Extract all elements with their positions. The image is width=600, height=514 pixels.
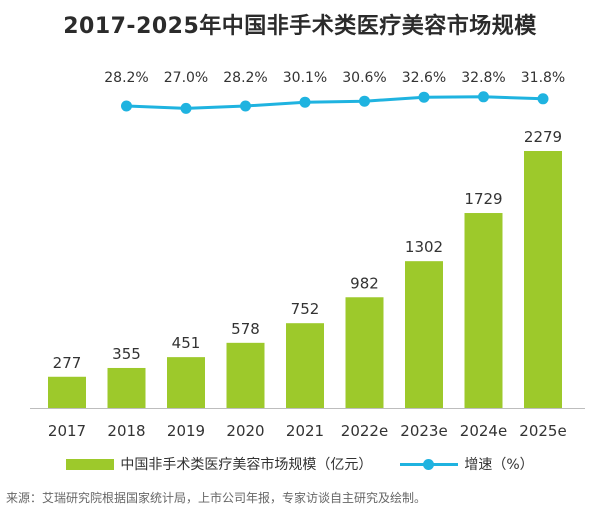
growth-value-label-2018: 28.2% bbox=[104, 70, 148, 86]
source-note: 来源：艾瑞研究院根据国家统计局，上市公司年报，专家访谈自主研究及绘制。 bbox=[6, 491, 427, 505]
x-tick-label-2025e: 2025e bbox=[519, 422, 566, 440]
legend-label-bar: 中国非手术类医疗美容市场规模（亿元） bbox=[120, 457, 373, 473]
bar-value-label-2020: 578 bbox=[231, 320, 260, 338]
x-tick-label-2019: 2019 bbox=[167, 422, 205, 440]
bar-2018 bbox=[107, 367, 146, 408]
bar-value-label-2025e: 2279 bbox=[524, 128, 562, 146]
x-tick-label-2022e: 2022e bbox=[341, 422, 388, 440]
bar-2017 bbox=[48, 376, 86, 408]
legend-item-bar: 中国非手术类医疗美容市场规模（亿元） bbox=[66, 454, 372, 474]
chart-canvas: 277 2017 355 2018 451 2019 578 2020 752 2021 982 20… bbox=[30, 70, 585, 440]
bar-2022e bbox=[345, 297, 384, 408]
growth-rate-line bbox=[126, 95, 544, 110]
growth-value-label-2022e: 30.6% bbox=[342, 70, 386, 86]
bar-value-label-2017: 277 bbox=[53, 354, 82, 372]
bar-2023e bbox=[405, 261, 443, 408]
legend-swatch-bar bbox=[66, 458, 115, 470]
bar-value-label-2022e: 982 bbox=[350, 274, 379, 292]
bar-2019 bbox=[167, 357, 205, 408]
x-tick-label-2017: 2017 bbox=[48, 422, 86, 440]
legend-item-line: 增速（%） bbox=[400, 454, 534, 474]
chart-title: 2017-2025年中国非手术类医疗美容市场规模 bbox=[63, 14, 537, 39]
x-tick-label-2018: 2018 bbox=[107, 422, 145, 440]
bar-2021 bbox=[286, 323, 324, 408]
bar-value-label-2024e: 1729 bbox=[464, 190, 502, 208]
growth-point-2018 bbox=[121, 100, 132, 112]
growth-value-label-2019: 27.0% bbox=[164, 70, 208, 86]
growth-point-2023e bbox=[418, 91, 430, 103]
legend-label-line: 增速（%） bbox=[464, 457, 534, 473]
growth-point-2019 bbox=[180, 102, 192, 114]
growth-value-label-2021: 30.1% bbox=[283, 70, 327, 86]
x-tick-label-2020: 2020 bbox=[226, 422, 264, 440]
growth-point-2022e bbox=[359, 95, 370, 107]
bar-value-label-2019: 451 bbox=[172, 334, 201, 352]
x-tick-label-2021: 2021 bbox=[286, 422, 324, 440]
x-tick-label-2023e: 2023e bbox=[400, 422, 447, 440]
bar-value-label-2021: 752 bbox=[291, 300, 320, 318]
growth-point-2025e bbox=[537, 93, 549, 105]
growth-value-label-2024e: 32.8% bbox=[461, 70, 505, 86]
bar-2024e bbox=[464, 213, 503, 408]
x-tick-label-2024e: 2024e bbox=[460, 422, 507, 440]
bar-value-label-2023e: 1302 bbox=[405, 238, 443, 256]
growth-value-label-2025e: 31.8% bbox=[521, 70, 565, 86]
bar-2025e bbox=[524, 151, 562, 408]
legend-swatch-line bbox=[400, 457, 459, 471]
growth-point-2020 bbox=[240, 100, 251, 112]
bar-2020 bbox=[226, 342, 265, 408]
growth-value-label-2023e: 32.6% bbox=[402, 70, 446, 86]
growth-point-2024e bbox=[478, 91, 489, 103]
growth-point-2021 bbox=[299, 96, 311, 108]
chart-legend: 中国非手术类医疗美容市场规模（亿元） 增速（%） bbox=[0, 452, 600, 476]
growth-value-label-2020: 28.2% bbox=[223, 70, 267, 86]
bar-value-label-2018: 355 bbox=[112, 345, 141, 363]
